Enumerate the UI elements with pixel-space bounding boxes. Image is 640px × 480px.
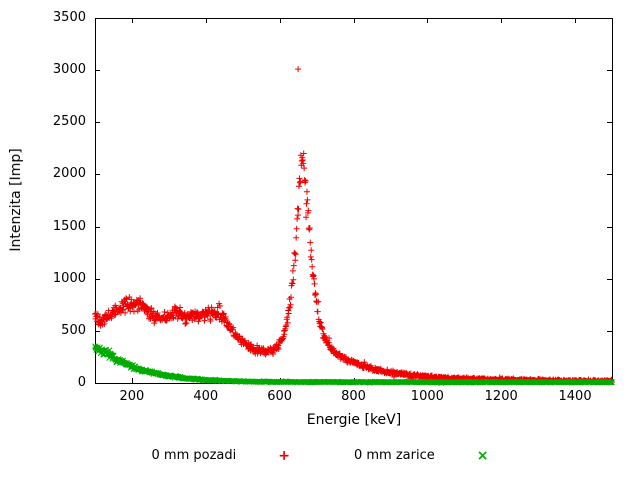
plus-marker-icon: + xyxy=(278,447,290,464)
legend-entry-zarice: 0 mm zarice × xyxy=(354,448,489,463)
legend-entry-pozadi: 0 mm pozadi + xyxy=(152,448,290,463)
y-tick-label: 500 xyxy=(61,322,86,338)
y-tick-label: 1500 xyxy=(52,218,86,234)
y-axis-label: Intenzita [Imp] xyxy=(8,148,24,252)
y-tick-label: 3500 xyxy=(52,10,86,25)
legend-label-zarice: 0 mm zarice xyxy=(353,448,435,463)
x-tick-label: 200 xyxy=(119,389,145,404)
y-tick-label: 1000 xyxy=(52,270,86,286)
x-axis-label: Energie [keV] xyxy=(306,412,402,428)
x-tick-label: 1000 xyxy=(410,389,444,404)
cross-marker-icon: × xyxy=(476,447,489,464)
y-tick-label: 3000 xyxy=(52,62,86,78)
legend: 0 mm pozadi + 0 mm zarice × xyxy=(0,448,640,463)
x-tick-label: 1400 xyxy=(558,389,592,404)
x-tick-label: 600 xyxy=(267,389,293,404)
y-tick-label: 2500 xyxy=(52,114,86,130)
legend-label-pozadi: 0 mm pozadi xyxy=(151,448,237,463)
x-tick-label: 1200 xyxy=(484,389,518,404)
y-tick-label: 0 xyxy=(77,375,86,390)
x-tick-label: 400 xyxy=(193,389,219,404)
x-tick-label: 800 xyxy=(341,389,366,404)
y-tick-label: 2000 xyxy=(52,166,86,182)
